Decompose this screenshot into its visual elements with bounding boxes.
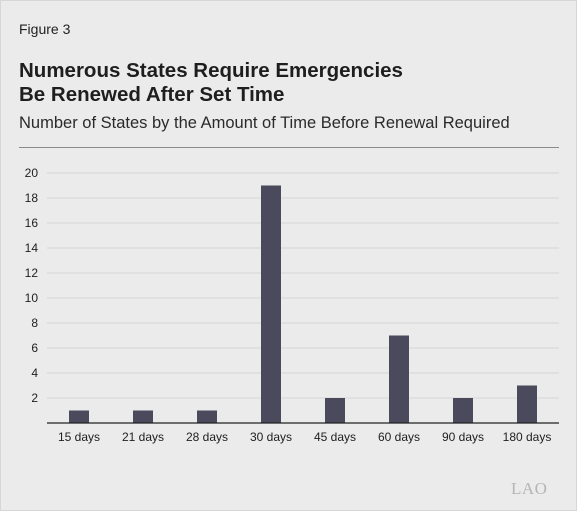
y-tick-label: 18 bbox=[25, 191, 39, 205]
y-tick-label: 8 bbox=[31, 316, 38, 330]
y-tick-label: 20 bbox=[25, 166, 39, 180]
chart-title: Numerous States Require Emergencies Be R… bbox=[19, 59, 559, 107]
title-divider bbox=[19, 147, 559, 148]
bar-chart: 2 4 6 8 10 12 14 16 18 20 15 days 21 days 28 days 30 … bbox=[25, 166, 559, 444]
bar-60-days bbox=[389, 335, 409, 423]
bar-180-days bbox=[517, 385, 537, 423]
bar-15-days bbox=[69, 410, 89, 423]
x-tick-label: 90 days bbox=[442, 430, 484, 444]
lao-logo: LAO bbox=[511, 479, 547, 499]
y-tick-label: 6 bbox=[31, 341, 38, 355]
bar-21-days bbox=[133, 410, 153, 423]
lao-logo-text: LAO bbox=[511, 479, 548, 498]
x-tick-label: 21 days bbox=[122, 430, 164, 444]
y-tick-label: 10 bbox=[25, 291, 39, 305]
chart-subtitle: Number of States by the Amount of Time B… bbox=[19, 114, 510, 132]
x-tick-label: 60 days bbox=[378, 430, 420, 444]
y-tick-label: 4 bbox=[31, 366, 38, 380]
bar-28-days bbox=[197, 410, 217, 423]
x-tick-label: 45 days bbox=[314, 430, 356, 444]
x-tick-label: 28 days bbox=[186, 430, 228, 444]
chart-title-line-2: Be Renewed After Set Time bbox=[19, 83, 285, 106]
x-tick-label: 180 days bbox=[503, 430, 552, 444]
bar-30-days bbox=[261, 185, 281, 423]
x-tick-label: 15 days bbox=[58, 430, 100, 444]
chart-title-line-1: Numerous States Require Emergencies bbox=[19, 59, 403, 82]
figure-label: Figure 3 bbox=[19, 21, 71, 37]
y-tick-label: 14 bbox=[25, 241, 39, 255]
bar-90-days bbox=[453, 398, 473, 423]
y-tick-label: 2 bbox=[31, 391, 38, 405]
y-tick-label: 16 bbox=[25, 216, 39, 230]
x-tick-label: 30 days bbox=[250, 430, 292, 444]
y-tick-label: 12 bbox=[25, 266, 39, 280]
bar-45-days bbox=[325, 398, 345, 423]
